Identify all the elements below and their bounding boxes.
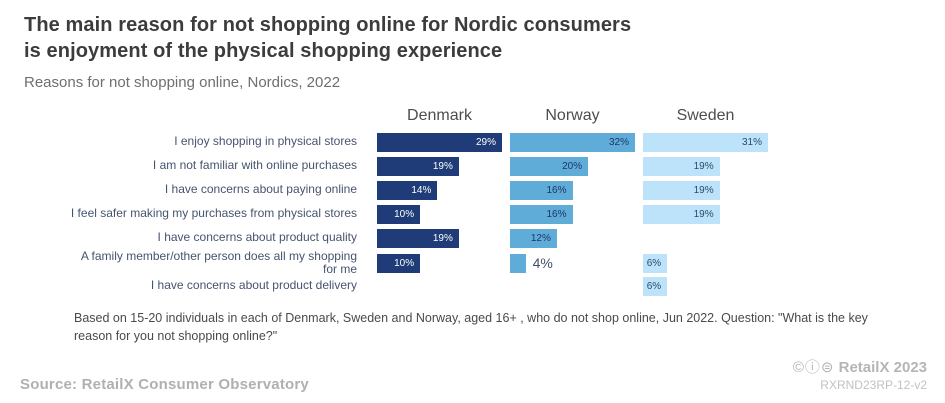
column-header-denmark: Denmark (407, 107, 472, 124)
bar-cell-norway: 20% (510, 156, 635, 176)
bar-cell-norway: 32% (510, 132, 635, 152)
bar-sweden[interactable]: 19% (643, 204, 720, 224)
reference-code: RXRND23RP-12-v2 (820, 378, 927, 392)
bar-cell-denmark: 10% (377, 204, 502, 224)
value-label: 10% (394, 257, 415, 269)
bar-norway[interactable]: 16% (510, 180, 573, 200)
chart-row: I am not familiar with online purchases 1… (24, 154, 921, 178)
value-label: 19% (432, 160, 453, 172)
value-label: 6% (646, 257, 662, 269)
brand-name: RetailX 2023 (838, 359, 927, 377)
value-label: 29% (475, 136, 496, 148)
bar-sweden[interactable]: 19% (643, 180, 720, 200)
bar-sweden[interactable]: 19% (643, 156, 720, 176)
chart-row: I enjoy shopping in physical stores 29% 32… (24, 130, 921, 154)
title-line-1: The main reason for not shopping online … (24, 14, 632, 36)
bar-denmark[interactable]: 29% (377, 132, 502, 152)
value-label: 19% (693, 160, 714, 172)
bar-sweden[interactable]: 6% (643, 253, 668, 273)
value-label: 20% (562, 160, 583, 172)
bar-denmark[interactable]: 14% (377, 180, 438, 200)
chart-row: I have concerns about product delivery 6% (24, 274, 921, 298)
bar-denmark[interactable]: 19% (377, 156, 459, 176)
page-title: The main reason for not shopping online … (24, 12, 921, 64)
category-label: I feel safer making my purchases from ph… (70, 206, 357, 221)
column-header-sweden: Sweden (676, 107, 735, 124)
category-label: I am not familiar with online purchases (152, 158, 357, 173)
value-label: 12% (530, 232, 551, 244)
cc-license-icons: ©ⓘ⊜ (792, 359, 835, 377)
value-label: 16% (546, 208, 567, 220)
bar-denmark[interactable]: 10% (377, 204, 421, 224)
bar-sweden[interactable]: 6% (643, 276, 668, 296)
value-label: 32% (608, 136, 629, 148)
bar-cell-denmark: 19% (377, 228, 502, 248)
value-label: 19% (693, 208, 714, 220)
title-line-2: is enjoyment of the physical shopping ex… (24, 40, 503, 62)
bar-norway[interactable]: 16% (510, 204, 573, 224)
bar-cell-denmark: 10% (377, 253, 502, 273)
value-label: 4% (532, 255, 553, 272)
bar-sweden[interactable]: 31% (643, 132, 768, 152)
bar-cell-denmark: 29% (377, 132, 502, 152)
bar-chart: Denmark Norway Sweden I enjoy shopping i… (24, 107, 921, 298)
bar-cell-sweden: 6% (643, 253, 768, 273)
chart-footnote: Based on 15-20 individuals in each of De… (74, 311, 868, 343)
bar-cell-denmark: 14% (377, 180, 502, 200)
bar-cell-norway: 12% (510, 228, 635, 248)
bar-norway[interactable]: 12% (510, 228, 557, 248)
column-header-norway: Norway (545, 107, 600, 124)
chart-row: I feel safer making my purchases from ph… (24, 202, 921, 226)
chart-subtitle: Reasons for not shopping online, Nordics… (24, 74, 341, 91)
column-headers: Denmark Norway Sweden (24, 107, 921, 130)
bar-denmark[interactable]: 19% (377, 228, 459, 248)
chart-rows: I enjoy shopping in physical stores 29% 32… (24, 130, 921, 298)
bar-norway[interactable]: 32% (510, 132, 635, 152)
brand-block: ©ⓘ⊜ RetailX 2023 RXRND23RP-12-v2 (793, 359, 927, 393)
bar-cell-sweden: 19% (643, 180, 768, 200)
bar-cell-sweden: 31% (643, 132, 768, 152)
bar-cell-norway: 4% (510, 253, 635, 273)
bar-cell-norway (510, 277, 635, 296)
category-label: I enjoy shopping in physical stores (174, 134, 357, 149)
bar-norway[interactable] (510, 253, 526, 273)
brand-line: ©ⓘ⊜ RetailX 2023 (793, 359, 927, 378)
value-label: 6% (646, 280, 662, 292)
bar-cell-norway: 16% (510, 204, 635, 224)
category-label: A family member/other person does all my… (80, 249, 357, 277)
chart-row: I have concerns about product quality 19%… (24, 226, 921, 250)
page-footer: Source: RetailX Consumer Observatory ©ⓘ⊜… (20, 359, 927, 393)
bar-cell-sweden (643, 229, 768, 248)
bar-cell-denmark: 19% (377, 156, 502, 176)
value-label: 19% (432, 232, 453, 244)
source-credit: Source: RetailX Consumer Observatory (20, 376, 309, 393)
chart-row: A family member/other person does all my… (24, 249, 921, 277)
value-label: 10% (394, 208, 415, 220)
category-label: I have concerns about product delivery (150, 278, 357, 293)
bar-cell-sweden: 6% (643, 276, 768, 296)
chart-row: I have concerns about paying online 14% 16… (24, 178, 921, 202)
category-label: I have concerns about paying online (164, 182, 357, 197)
bar-cell-denmark (377, 277, 502, 296)
bar-denmark[interactable]: 10% (377, 253, 421, 273)
value-label: 16% (546, 184, 567, 196)
value-label: 14% (411, 184, 432, 196)
bar-cell-norway: 16% (510, 180, 635, 200)
value-label: 31% (741, 136, 762, 148)
bar-cell-sweden: 19% (643, 156, 768, 176)
category-label: I have concerns about product quality (157, 230, 357, 245)
bar-norway[interactable]: 20% (510, 156, 589, 176)
bar-cell-sweden: 19% (643, 204, 768, 224)
label-column-spacer (24, 107, 369, 130)
chart-page: The main reason for not shopping online … (24, 12, 921, 343)
value-label: 19% (693, 184, 714, 196)
